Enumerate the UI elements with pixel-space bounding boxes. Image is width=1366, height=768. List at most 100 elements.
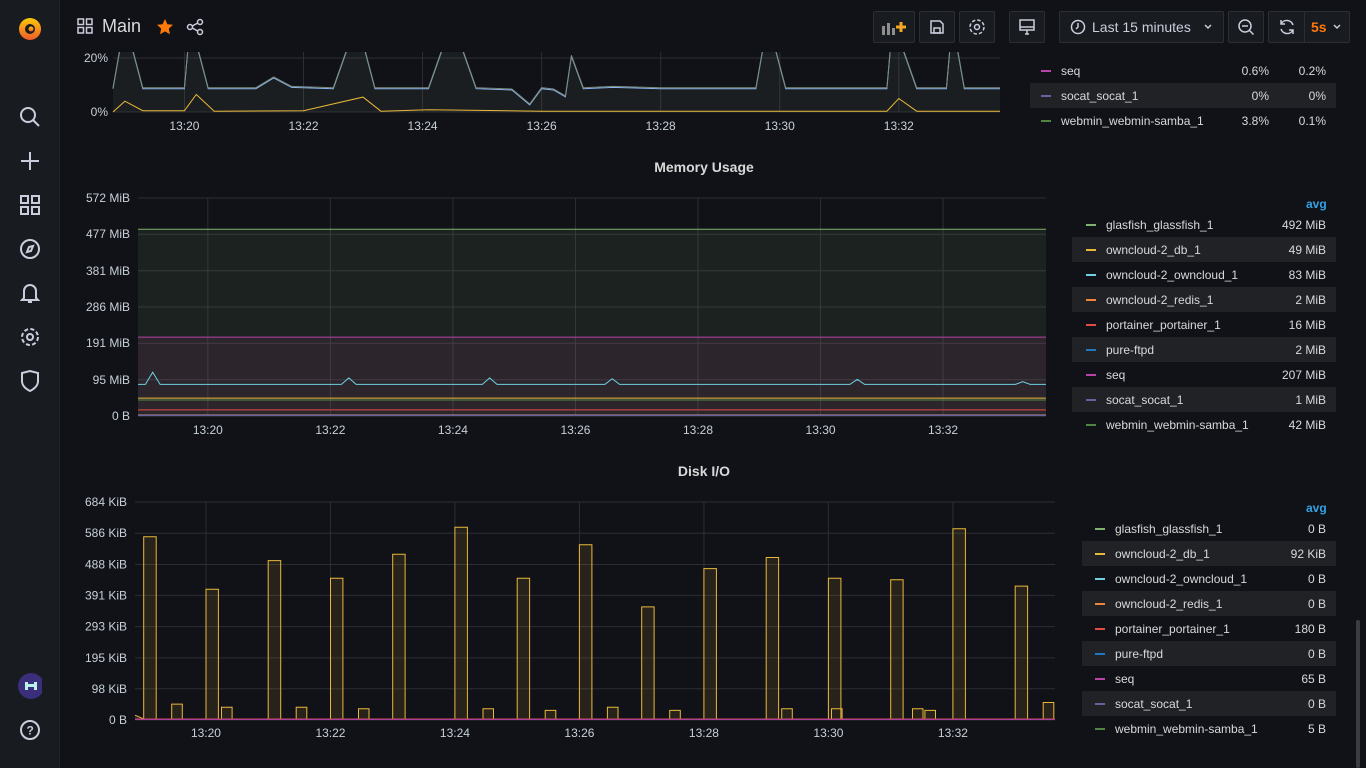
- disk-legend-avg-header[interactable]: avg: [1306, 501, 1327, 515]
- legend-item[interactable]: portainer_portainer_1 180 B: [1082, 616, 1336, 641]
- legend-series-name[interactable]: glasfish_glassfish_1: [1115, 522, 1223, 536]
- legend-item[interactable]: pure-ftpd 2 MiB: [1072, 337, 1336, 362]
- dashboard-settings-button[interactable]: [959, 11, 995, 43]
- series-color-swatch[interactable]: [1041, 70, 1051, 72]
- view-mode-button[interactable]: [1009, 11, 1045, 43]
- legend-item[interactable]: webmin_webmin-samba_1 5 B: [1082, 716, 1336, 741]
- add-panel-button[interactable]: [873, 11, 915, 43]
- series-color-swatch[interactable]: [1086, 249, 1096, 251]
- legend-item[interactable]: glasfish_glassfish_1 0 B: [1082, 516, 1336, 541]
- legend-series-name[interactable]: owncloud-2_redis_1: [1106, 293, 1214, 307]
- legend-series-name[interactable]: webmin_webmin-samba_1: [1061, 114, 1204, 128]
- disk-panel-title[interactable]: Disk I/O: [677, 463, 731, 479]
- legend-series-name[interactable]: webmin_webmin-samba_1: [1106, 418, 1249, 432]
- memory-panel-title[interactable]: Memory Usage: [654, 159, 754, 175]
- share-icon[interactable]: [186, 18, 204, 41]
- legend-series-name[interactable]: socat_socat_1: [1106, 393, 1184, 407]
- help-icon[interactable]: ?: [18, 718, 42, 742]
- memory-legend-avg-header[interactable]: avg: [1306, 197, 1327, 211]
- legend-item[interactable]: owncloud-2_db_1 49 MiB: [1072, 237, 1336, 262]
- series-color-swatch[interactable]: [1095, 603, 1105, 605]
- explore-compass-icon[interactable]: [18, 237, 42, 261]
- zoom-out-button[interactable]: [1228, 11, 1264, 43]
- legend-series-name[interactable]: seq: [1115, 672, 1135, 686]
- legend-avg-value: 65 B: [1301, 672, 1326, 686]
- legend-item[interactable]: socat_socat_1 0% 0%: [1030, 83, 1336, 108]
- legend-series-name[interactable]: webmin_webmin-samba_1: [1115, 722, 1258, 736]
- alerting-bell-icon[interactable]: [18, 281, 42, 305]
- legend-series-name[interactable]: owncloud-2_db_1: [1115, 547, 1210, 561]
- legend-item[interactable]: webmin_webmin-samba_1 3.8% 0.1%: [1030, 108, 1336, 133]
- legend-item[interactable]: owncloud-2_db_1 92 KiB: [1082, 541, 1336, 566]
- legend-series-name[interactable]: pure-ftpd: [1115, 647, 1164, 661]
- legend-series-name[interactable]: portainer_portainer_1: [1115, 622, 1230, 636]
- series-color-swatch[interactable]: [1095, 678, 1105, 680]
- legend-series-name[interactable]: owncloud-2_redis_1: [1115, 597, 1223, 611]
- series-color-swatch[interactable]: [1086, 424, 1096, 426]
- legend-series-name[interactable]: socat_socat_1: [1061, 89, 1139, 103]
- configuration-gear-icon[interactable]: [18, 325, 42, 349]
- series-color-swatch[interactable]: [1095, 703, 1105, 705]
- series-color-swatch[interactable]: [1095, 578, 1105, 580]
- refresh-interval[interactable]: 5s: [1311, 19, 1327, 35]
- star-icon[interactable]: [156, 18, 174, 41]
- legend-series-name[interactable]: glasfish_glassfish_1: [1106, 218, 1214, 232]
- legend-item[interactable]: seq 0.6% 0.2%: [1030, 58, 1336, 83]
- legend-item[interactable]: webmin_webmin-samba_1 42 MiB: [1072, 412, 1336, 437]
- series-color-swatch[interactable]: [1086, 274, 1096, 276]
- series-color-swatch[interactable]: [1086, 299, 1096, 301]
- legend-item[interactable]: seq 207 MiB: [1072, 362, 1336, 387]
- series-color-swatch[interactable]: [1095, 628, 1105, 630]
- series-color-swatch[interactable]: [1095, 528, 1105, 530]
- series-color-swatch[interactable]: [1086, 224, 1096, 226]
- y-tick-label: 20%: [84, 51, 108, 65]
- legend-item[interactable]: socat_socat_1 0 B: [1082, 691, 1336, 716]
- legend-item[interactable]: owncloud-2_owncloud_1 83 MiB: [1072, 262, 1336, 287]
- legend-item[interactable]: socat_socat_1 1 MiB: [1072, 387, 1336, 412]
- legend-series-name[interactable]: socat_socat_1: [1115, 697, 1193, 711]
- legend-item[interactable]: portainer_portainer_1 16 MiB: [1072, 312, 1336, 337]
- legend-avg-value: 42 MiB: [1288, 418, 1326, 432]
- series-color-swatch[interactable]: [1086, 374, 1096, 376]
- series-color-swatch[interactable]: [1095, 553, 1105, 555]
- dashboards-icon[interactable]: [18, 193, 42, 217]
- legend-series-name[interactable]: seq: [1106, 368, 1126, 382]
- y-tick-label: 286 MiB: [86, 300, 130, 314]
- legend-item[interactable]: glasfish_glassfish_1 492 MiB: [1072, 212, 1336, 237]
- time-picker-button[interactable]: Last 15 minutes: [1059, 11, 1224, 43]
- page-scrollbar[interactable]: [1356, 620, 1360, 768]
- series-color-swatch[interactable]: [1086, 399, 1096, 401]
- chevron-down-icon: [1332, 19, 1342, 35]
- series-line-seq-area: [138, 337, 1046, 416]
- legend-item[interactable]: owncloud-2_owncloud_1 0 B: [1082, 566, 1336, 591]
- series-color-swatch[interactable]: [1095, 653, 1105, 655]
- y-tick-label: 191 MiB: [86, 336, 130, 350]
- legend-item[interactable]: owncloud-2_redis_1 2 MiB: [1072, 287, 1336, 312]
- refresh-picker[interactable]: 5s: [1268, 11, 1350, 43]
- plus-icon[interactable]: [18, 149, 42, 173]
- legend-series-name[interactable]: owncloud-2_owncloud_1: [1106, 268, 1239, 282]
- search-icon[interactable]: [18, 105, 42, 129]
- legend-item[interactable]: owncloud-2_redis_1 0 B: [1082, 591, 1336, 616]
- add-panel-icon: [882, 22, 906, 35]
- legend-series-name[interactable]: portainer_portainer_1: [1106, 318, 1221, 332]
- x-tick-label: 13:24: [408, 119, 438, 133]
- legend-series-name[interactable]: owncloud-2_owncloud_1: [1115, 572, 1248, 586]
- series-color-swatch[interactable]: [1095, 728, 1105, 730]
- legend-series-name[interactable]: owncloud-2_db_1: [1106, 243, 1201, 257]
- series-color-swatch[interactable]: [1086, 324, 1096, 326]
- grafana-logo-icon[interactable]: [16, 14, 44, 42]
- legend-series-name[interactable]: pure-ftpd: [1106, 343, 1155, 357]
- save-dashboard-button[interactable]: [919, 11, 955, 43]
- server-admin-shield-icon[interactable]: [18, 369, 42, 393]
- refresh-icon[interactable]: [1269, 12, 1305, 42]
- series-color-swatch[interactable]: [1086, 349, 1096, 351]
- series-color-swatch[interactable]: [1041, 120, 1051, 122]
- user-avatar[interactable]: [18, 673, 42, 699]
- series-color-swatch[interactable]: [1041, 95, 1051, 97]
- legend-series-name[interactable]: seq: [1061, 64, 1081, 78]
- legend-item[interactable]: pure-ftpd 0 B: [1082, 641, 1336, 666]
- series-line-owncloud-2_owncloud_1: [138, 371, 1046, 385]
- dashboard-title[interactable]: Main: [102, 16, 142, 36]
- legend-item[interactable]: seq 65 B: [1082, 666, 1336, 691]
